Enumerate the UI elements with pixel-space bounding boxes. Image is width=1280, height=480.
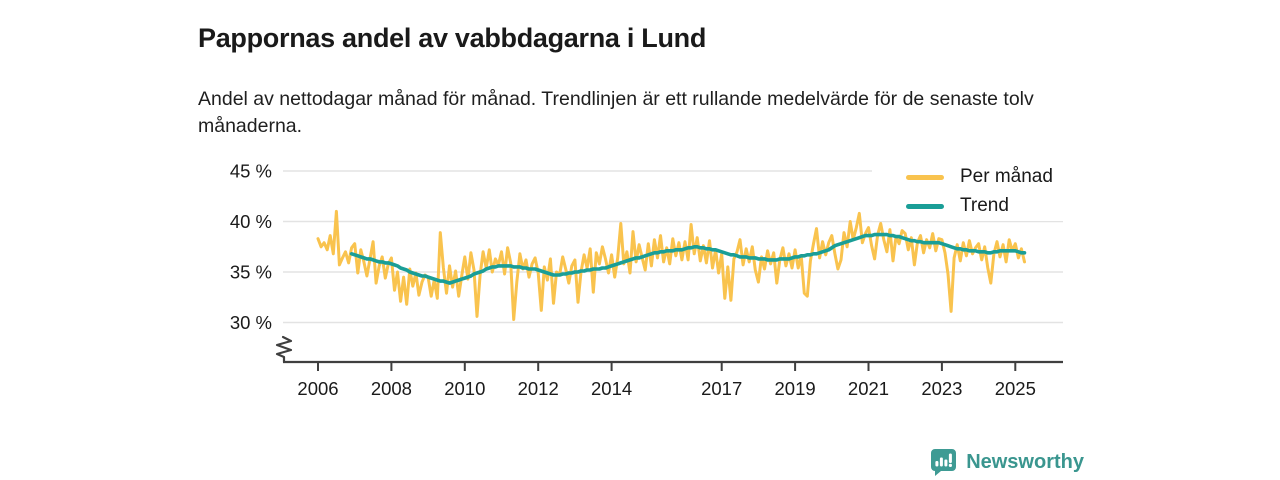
per-manad-line-swatch: [906, 174, 944, 180]
trend-line-swatch: [906, 203, 944, 209]
x-axis-tick-label: 2025: [995, 378, 1036, 399]
chart-subtitle: Andel av nettodagar månad för månad. Tre…: [198, 87, 1034, 137]
y-axis-tick-label: 30 %: [230, 312, 272, 333]
trend-line: [349, 232, 1027, 285]
x-axis-tick-label: 2023: [921, 378, 962, 399]
y-axis-tick-label: 40 %: [230, 211, 272, 232]
y-axis-tick-label: 35 %: [230, 262, 272, 283]
legend-item-per-manad: Per månad: [906, 166, 1053, 188]
legend-label: Per månad: [960, 166, 1053, 187]
per-manad-line: [316, 209, 1026, 321]
x-axis-tick-label: 2021: [848, 378, 889, 399]
legend-item-trend: Trend: [906, 195, 1053, 217]
x-axis-tick-label: 2019: [775, 378, 816, 399]
chart-legend: Per månad Trend: [872, 162, 1067, 221]
line-chart: 45 % 40 % 35 % 30 % 2006 2008 2010 2012 2014 2017…: [230, 161, 1063, 399]
x-axis-tick-label: 2014: [591, 378, 632, 399]
x-axis-tick-label: 2017: [701, 378, 742, 399]
axis-break-icon: [275, 335, 293, 364]
page-title: Pappornas andel av vabbdagarna i Lund: [198, 23, 707, 54]
x-axis-tick-label: 2010: [444, 378, 485, 399]
legend-label: Trend: [960, 195, 1009, 216]
newsworthy-brand-link[interactable]: Newsworthy: [930, 448, 1084, 476]
x-axis-tick-label: 2006: [297, 378, 338, 399]
brand-name: Newsworthy: [966, 450, 1084, 473]
x-axis-tick-label: 2008: [371, 378, 412, 399]
bar-chart-speech-bubble-icon: [931, 449, 957, 476]
y-axis-tick-label: 45 %: [230, 161, 272, 182]
x-axis-tick-label: 2012: [518, 378, 559, 399]
